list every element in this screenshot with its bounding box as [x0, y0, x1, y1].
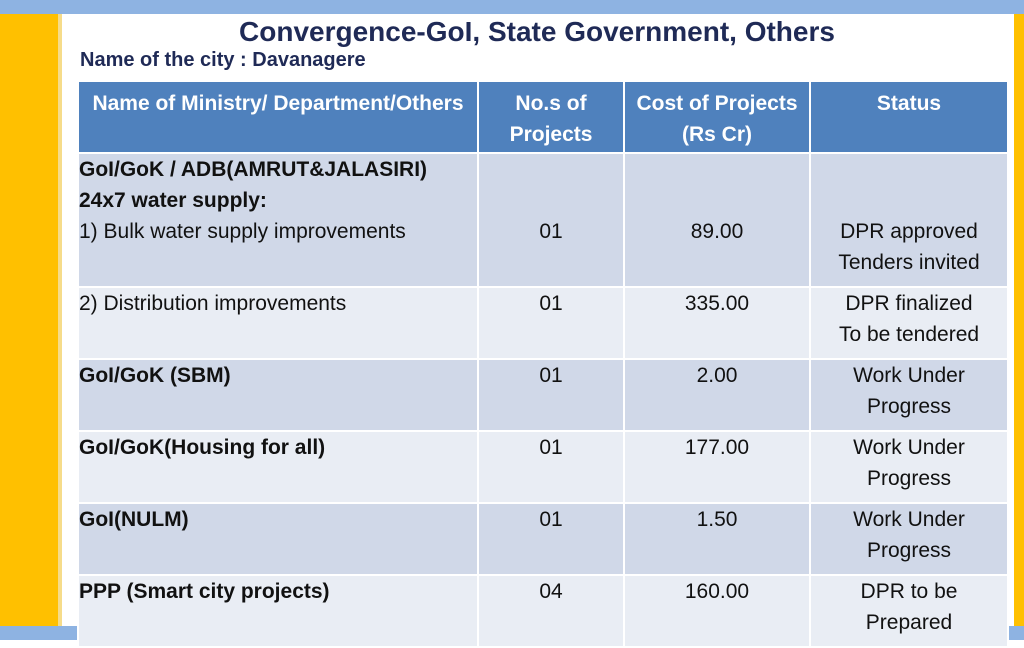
ministry-cell: GoI/GoK (SBM)	[77, 358, 479, 432]
ministry-cell: 2) Distribution improvements	[77, 286, 479, 360]
status-line-2: To be tendered	[838, 323, 980, 346]
status-line-1: DPR approved	[840, 220, 978, 243]
projects-table: Name of Ministry/ Department/Others No.s…	[77, 80, 1009, 648]
slide-title: Convergence-GoI, State Government, Other…	[239, 16, 835, 47]
city-name-line: Name of the city : Davanagere	[80, 49, 366, 71]
count-cell: 04	[477, 574, 625, 648]
cost-cell: 177.00	[623, 430, 811, 504]
status-line-1: Work Under	[853, 364, 965, 387]
table-row: GoI/GoK / ADB(AMRUT&JALASIRI) 24x7 water…	[77, 152, 1009, 288]
header-status: Status	[809, 80, 1009, 154]
table-row: GoI/GoK (SBM) 01 2.00 Work Under Progress	[77, 358, 1009, 432]
header-ministry: Name of Ministry/ Department/Others	[77, 80, 479, 154]
count-cell: 01	[477, 358, 625, 432]
top-accent-bar	[0, 0, 1024, 14]
left-accent-bar	[0, 14, 62, 640]
table-row: GoI(NULM) 01 1.50 Work Under Progress	[77, 502, 1009, 576]
project-cost: 1.50	[696, 508, 738, 531]
count-cell: 01	[477, 430, 625, 504]
row-item: 2) Distribution improvements	[79, 292, 347, 315]
row-item: GoI(NULM)	[79, 508, 189, 531]
right-accent-bar	[1014, 14, 1024, 640]
status-cell: Work Under Progress	[809, 358, 1009, 432]
cost-cell: 1.50	[623, 502, 811, 576]
status-line-2: Progress	[866, 467, 952, 490]
status-line-2: Progress	[866, 539, 952, 562]
table-row: GoI/GoK(Housing for all) 01 177.00 Work …	[77, 430, 1009, 504]
cost-cell: 2.00	[623, 358, 811, 432]
project-cost: 2.00	[696, 364, 738, 387]
status-line-1: DPR finalized	[845, 292, 973, 315]
count-cell: 01	[477, 152, 625, 288]
ministry-cell: PPP (Smart city projects)	[77, 574, 479, 648]
ministry-cell: GoI/GoK(Housing for all)	[77, 430, 479, 504]
table-row: 2) Distribution improvements 01 335.00 D…	[77, 286, 1009, 360]
row-item: 1) Bulk water supply improvements	[79, 220, 406, 243]
project-count: 01	[539, 508, 563, 531]
status-line-2: Progress	[866, 395, 952, 418]
count-cell: 01	[477, 286, 625, 360]
row-item: GoI/GoK(Housing for all)	[79, 436, 326, 459]
status-cell: DPR to be Prepared	[809, 574, 1009, 648]
ministry-cell: GoI/GoK / ADB(AMRUT&JALASIRI) 24x7 water…	[77, 152, 479, 288]
table-header-row: Name of Ministry/ Department/Others No.s…	[77, 80, 1009, 154]
left-accent-inner	[58, 14, 62, 640]
row-heading: GoI/GoK / ADB(AMRUT&JALASIRI)	[79, 158, 428, 181]
project-count: 04	[539, 580, 563, 603]
status-line-1: DPR to be	[860, 580, 958, 603]
count-cell: 01	[477, 502, 625, 576]
header-project-cost: Cost of Projects (Rs Cr)	[623, 80, 811, 154]
status-cell: Work Under Progress	[809, 430, 1009, 504]
row-item: PPP (Smart city projects)	[79, 580, 330, 603]
cost-cell: 335.00	[623, 286, 811, 360]
row-item: GoI/GoK (SBM)	[79, 364, 231, 387]
project-count: 01	[539, 364, 563, 387]
project-count: 01	[539, 220, 563, 243]
header-project-count: No.s of Projects	[477, 80, 625, 154]
project-count: 01	[539, 436, 563, 459]
status-line-2: Tenders invited	[838, 251, 980, 274]
status-line-1: Work Under	[853, 436, 965, 459]
project-cost: 160.00	[684, 580, 750, 603]
status-cell: DPR finalized To be tendered	[809, 286, 1009, 360]
cost-cell: 89.00	[623, 152, 811, 288]
status-line-1: Work Under	[853, 508, 965, 531]
status-cell: Work Under Progress	[809, 502, 1009, 576]
table-row: PPP (Smart city projects) 04 160.00 DPR …	[77, 574, 1009, 648]
ministry-cell: GoI(NULM)	[77, 502, 479, 576]
project-cost: 89.00	[690, 220, 744, 243]
status-line-2: Prepared	[865, 611, 953, 634]
cost-cell: 160.00	[623, 574, 811, 648]
row-subheading: 24x7 water supply:	[79, 189, 267, 212]
status-cell: DPR approved Tenders invited	[809, 152, 1009, 288]
project-cost: 335.00	[684, 292, 750, 315]
project-count: 01	[539, 292, 563, 315]
project-cost: 177.00	[684, 436, 750, 459]
